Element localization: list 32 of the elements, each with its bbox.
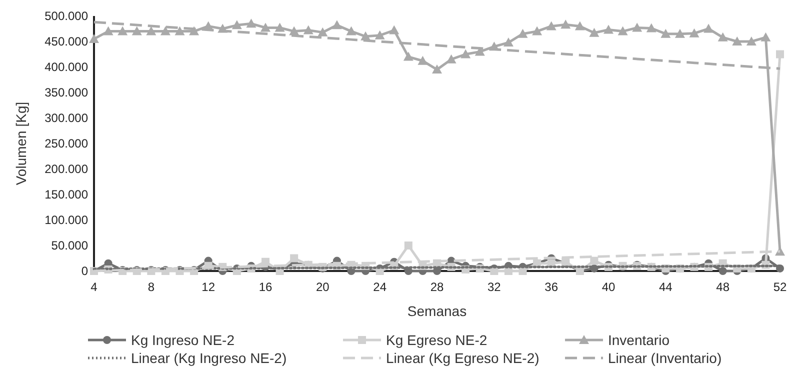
legend-label: Linear (Inventario) xyxy=(608,350,722,366)
legend-label: Linear (Kg Ingreso NE-2) xyxy=(131,350,287,366)
y-tick-label: 350.000 xyxy=(44,86,88,100)
x-tick-label: 44 xyxy=(658,280,673,294)
x-tick-label: 12 xyxy=(202,280,216,294)
y-axis-title: Volumen [Kg] xyxy=(13,102,29,186)
y-tick-label: 100.000 xyxy=(44,213,88,228)
y-tick-label: 250.000 xyxy=(44,136,88,151)
legend-label: Inventario xyxy=(608,332,670,348)
x-tick-label: 20 xyxy=(316,280,330,294)
x-tick-label: 40 xyxy=(602,280,616,294)
y-tick-label: 500.000 xyxy=(44,9,88,24)
y-tick-label: 450.000 xyxy=(44,34,88,49)
x-tick-label: 52 xyxy=(773,280,787,294)
x-tick-label: 4 xyxy=(90,280,98,294)
x-tick-label: 16 xyxy=(258,280,272,294)
legend-label: Kg Ingreso NE-2 xyxy=(131,332,235,348)
x-tick-label: 32 xyxy=(487,280,502,294)
y-tick-label: 50.000 xyxy=(51,238,88,253)
x-tick-label: 24 xyxy=(373,280,387,294)
legend-label: Linear (Kg Egreso NE-2) xyxy=(386,350,540,366)
y-tick-label: 300.000 xyxy=(44,111,88,126)
legend-label: Kg Egreso NE-2 xyxy=(386,332,488,348)
x-tick-label: 8 xyxy=(148,280,155,294)
y-tick-label: 0 xyxy=(81,264,88,278)
y-tick-label: 400.000 xyxy=(44,60,88,74)
y-tick-label: 150.000 xyxy=(44,188,88,202)
x-tick-label: 48 xyxy=(716,280,730,294)
x-tick-label: 36 xyxy=(544,280,558,294)
x-tick-label: 28 xyxy=(430,280,444,294)
x-axis-title: Semanas xyxy=(407,303,467,319)
y-tick-label: 200.000 xyxy=(44,162,88,176)
